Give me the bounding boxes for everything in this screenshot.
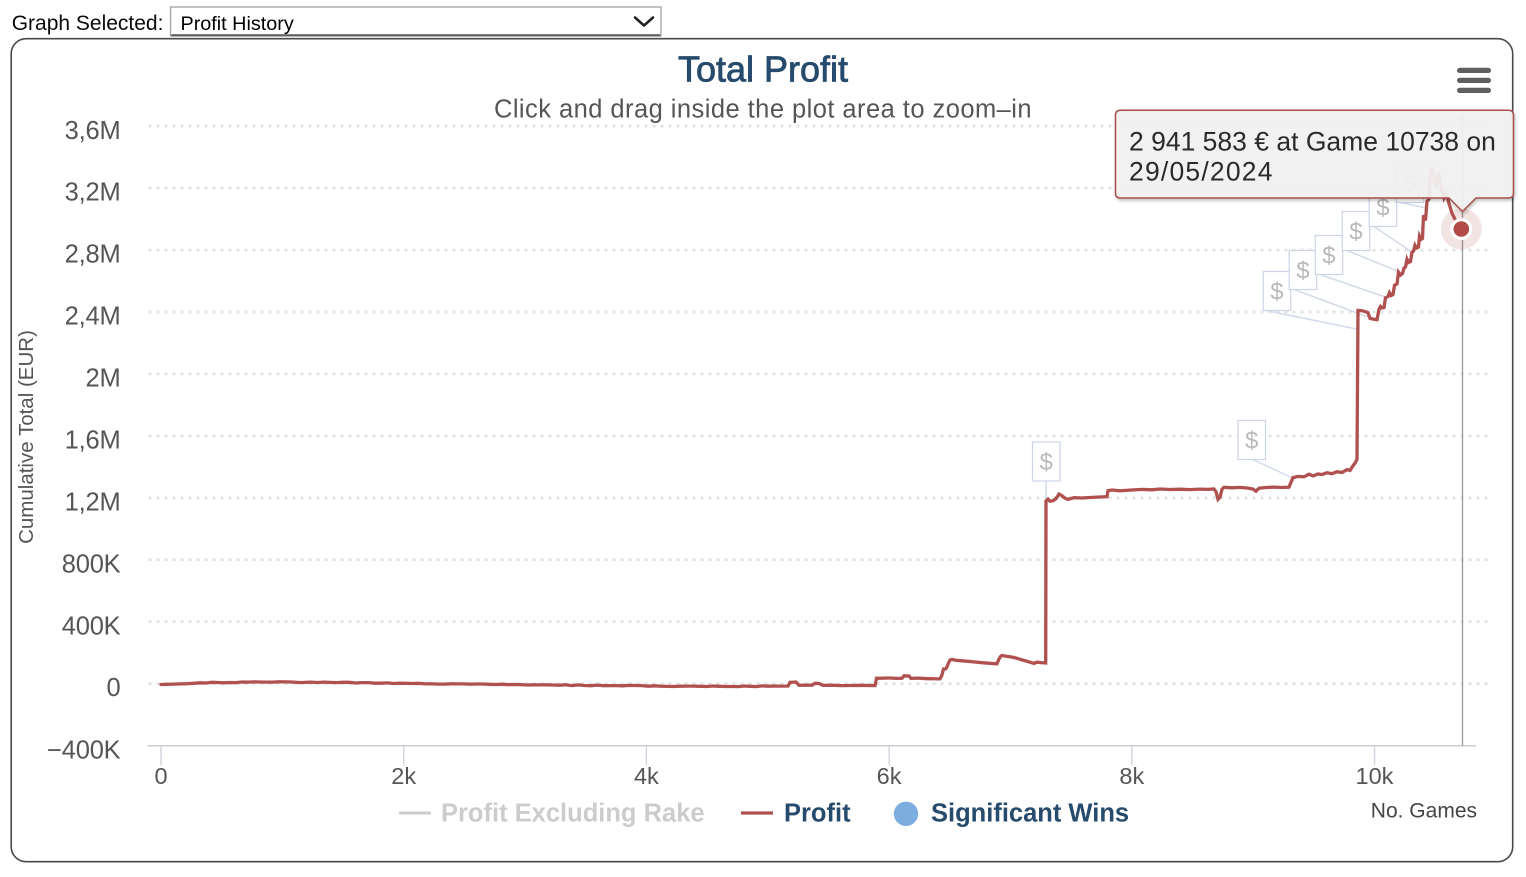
- svg-text:8k: 8k: [1119, 763, 1144, 789]
- svg-text:800K: 800K: [62, 550, 121, 578]
- svg-text:No. Games: No. Games: [1371, 800, 1477, 823]
- svg-text:Graph Selected:: Graph Selected:: [12, 12, 164, 35]
- svg-text:Profit Excluding Rake: Profit Excluding Rake: [441, 800, 705, 828]
- svg-text:$: $: [1245, 428, 1258, 455]
- svg-text:Profit: Profit: [784, 800, 851, 828]
- svg-text:Total Profit: Total Profit: [678, 49, 848, 90]
- svg-text:$: $: [1322, 243, 1335, 270]
- svg-text:0: 0: [107, 674, 121, 702]
- svg-text:1,2M: 1,2M: [65, 488, 121, 516]
- svg-text:10k: 10k: [1356, 763, 1394, 789]
- svg-text:−400K: −400K: [47, 736, 121, 764]
- svg-text:2M: 2M: [85, 365, 120, 393]
- svg-text:Click and drag inside the plot: Click and drag inside the plot area to z…: [494, 95, 1032, 123]
- svg-text:2 941 583 € at Game 10738 on: 2 941 583 € at Game 10738 on: [1129, 126, 1496, 156]
- svg-text:Significant Wins: Significant Wins: [931, 800, 1129, 828]
- svg-text:3,6M: 3,6M: [65, 117, 121, 145]
- svg-text:6k: 6k: [877, 763, 902, 789]
- svg-text:2k: 2k: [391, 763, 416, 789]
- svg-text:400K: 400K: [62, 612, 121, 640]
- svg-text:Profit History: Profit History: [181, 13, 294, 35]
- svg-text:$: $: [1349, 219, 1362, 246]
- svg-text:29/05/2024: 29/05/2024: [1129, 156, 1274, 186]
- svg-text:$: $: [1270, 279, 1283, 306]
- svg-text:$: $: [1376, 195, 1389, 222]
- svg-text:1,6M: 1,6M: [65, 427, 121, 455]
- svg-text:2,8M: 2,8M: [65, 241, 121, 269]
- svg-text:4k: 4k: [634, 763, 659, 789]
- svg-text:$: $: [1296, 258, 1309, 285]
- svg-text:0: 0: [154, 763, 167, 789]
- svg-text:2,4M: 2,4M: [65, 303, 121, 331]
- svg-text:Cumulative Total (EUR): Cumulative Total (EUR): [15, 330, 38, 544]
- svg-text:$: $: [1040, 449, 1053, 476]
- svg-text:3,2M: 3,2M: [65, 179, 121, 207]
